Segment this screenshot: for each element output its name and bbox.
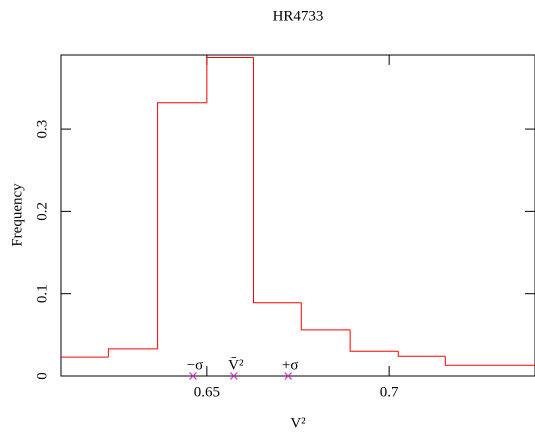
marker-label: −σ [187,357,204,373]
histogram-step [444,356,535,366]
x-tick-label: 0.65 [194,384,220,400]
x-tick-label: 0.7 [380,384,399,400]
marker-label: V̄² [228,357,244,373]
y-tick-label: 0 [34,372,50,380]
y-tick-label: 0.1 [34,284,50,303]
histogram-step [349,329,399,352]
histogram-step [253,57,302,304]
histogram-step [157,102,207,349]
marker [189,372,197,380]
histogram-step [206,56,254,103]
histogram-step [300,302,351,331]
histogram-step [397,351,446,357]
plot-frame [60,54,535,377]
x-axis-label: V² [290,415,306,431]
y-axis-label: Frequency [9,183,25,247]
y-tick-label: 0.3 [34,120,50,139]
marker-label: +σ [282,357,299,373]
histogram-step [107,348,158,358]
marker [229,372,238,380]
y-tick-label: 0.2 [34,202,50,221]
marker [284,372,293,380]
chart-title: HR4733 [273,8,324,24]
